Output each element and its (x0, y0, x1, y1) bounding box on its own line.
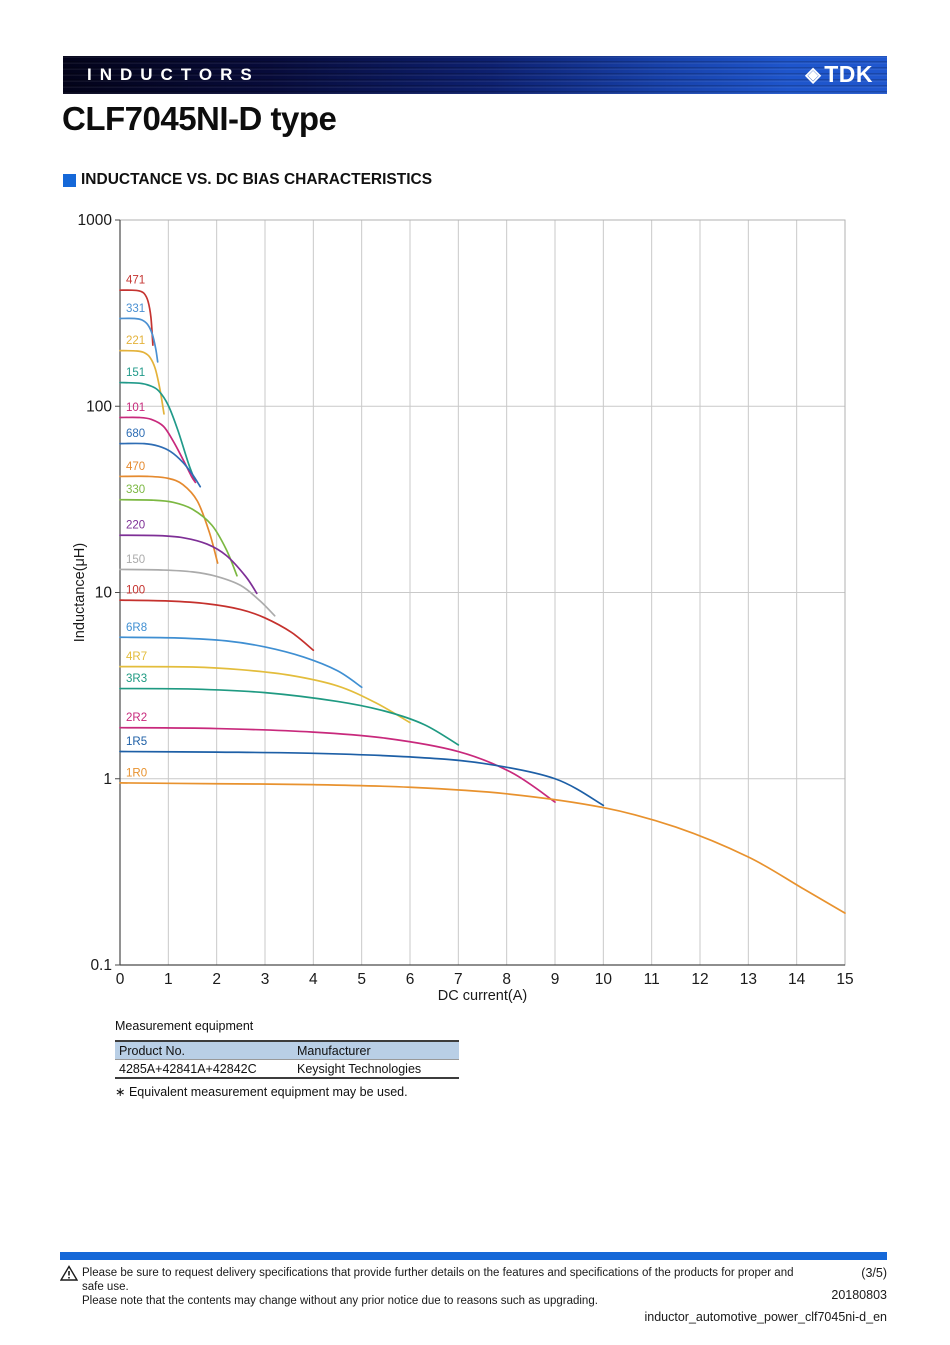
series-150 (119, 568, 276, 617)
series-331 (119, 317, 159, 363)
y-tick-label: 1 (103, 771, 112, 788)
series-330 (119, 498, 238, 577)
header-bar: INDUCTORS ◈ TDK (63, 56, 887, 94)
series-1R5 (119, 750, 605, 807)
series-220 (119, 534, 258, 595)
series-label-6R8: 6R8 (126, 622, 147, 634)
tdk-mark-icon: ◈ (805, 63, 822, 86)
document-date: 20180803 (831, 1288, 887, 1302)
y-tick-label: 10 (95, 585, 113, 602)
document-id: inductor_automotive_power_clf7045ni-d_en (644, 1310, 887, 1324)
series-label-150: 150 (126, 554, 145, 566)
series-label-680: 680 (126, 428, 145, 440)
series-680 (119, 442, 202, 488)
x-tick-label: 7 (454, 971, 463, 988)
y-tick-label: 0.1 (90, 957, 112, 974)
series-6R8 (119, 636, 363, 689)
series-label-220: 220 (126, 520, 145, 532)
warning-triangle-icon (60, 1265, 78, 1281)
series-label-101: 101 (126, 402, 145, 414)
series-label-471: 471 (126, 275, 145, 287)
x-tick-label: 11 (644, 971, 660, 988)
page-title: CLF7045NI-D type (62, 100, 337, 137)
cell-product-no: 4285A+42841A+42842C (115, 1059, 293, 1078)
series-label-470: 470 (126, 461, 145, 473)
x-tick-label: 6 (406, 971, 415, 988)
cell-manufacturer: Keysight Technologies (293, 1059, 459, 1078)
series-label-330: 330 (126, 484, 145, 496)
series-101 (119, 416, 197, 484)
series-2R2 (119, 726, 556, 803)
section-bullet-icon (63, 173, 76, 187)
tdk-logo: ◈ TDK (805, 61, 873, 88)
x-tick-label: 9 (551, 971, 560, 988)
series-label-221: 221 (126, 335, 145, 347)
series-1R0 (119, 782, 846, 914)
column-header-product-no: Product No. (115, 1041, 293, 1060)
series-label-1R0: 1R0 (126, 767, 147, 779)
series-label-3R3: 3R3 (126, 673, 147, 685)
measurement-caption: Measurement equipment (115, 1019, 254, 1033)
y-tick-label: 1000 (78, 212, 113, 229)
series-label-151: 151 (126, 367, 145, 379)
measurement-equipment-block: Measurement equipment Product No. Manufa… (115, 1019, 475, 1099)
measurement-note: ∗ Equivalent measurement equipment may b… (115, 1085, 408, 1099)
x-tick-label: 3 (261, 971, 270, 988)
x-tick-label: 8 (502, 971, 511, 988)
category-title: INDUCTORS (87, 65, 260, 84)
y-axis-title: Inductance(μH) (72, 543, 88, 642)
section-heading: INDUCTANCE VS. DC BIAS CHARACTERISTICS (63, 171, 432, 189)
series-3R3 (119, 687, 460, 746)
x-tick-label: 2 (212, 971, 221, 988)
series-label-331: 331 (126, 303, 145, 315)
series-4R7 (119, 665, 411, 724)
x-tick-label: 12 (691, 971, 708, 988)
series-151 (119, 381, 196, 482)
x-tick-label: 14 (788, 971, 806, 988)
warning-line-2: Please note that the contents may change… (82, 1295, 598, 1307)
x-tick-label: 10 (595, 971, 613, 988)
series-label-1R5: 1R5 (126, 736, 147, 748)
page-indicator: (3/5) (861, 1266, 887, 1280)
x-tick-label: 15 (836, 971, 853, 988)
x-tick-label: 5 (357, 971, 366, 988)
x-tick-label: 4 (309, 971, 318, 988)
section-title: INDUCTANCE VS. DC BIAS CHARACTERISTICS (81, 171, 433, 188)
y-tick-label: 100 (86, 398, 112, 415)
warning-line-1: Please be sure to request delivery speci… (82, 1267, 794, 1293)
series-221 (119, 349, 165, 415)
table-header-row: Product No. Manufacturer (115, 1041, 459, 1060)
table-row: 4285A+42841A+42842C Keysight Technologie… (115, 1059, 459, 1078)
footer-warning-text: Please be sure to request delivery speci… (82, 1266, 802, 1308)
column-header-manufacturer: Manufacturer (293, 1041, 459, 1060)
x-tick-label: 13 (740, 971, 757, 988)
x-tick-label: 1 (164, 971, 173, 988)
series-100 (119, 599, 315, 652)
x-tick-label: 0 (116, 971, 125, 988)
tdk-logo-text: TDK (824, 61, 873, 87)
footer-divider-bar (60, 1252, 887, 1260)
measurement-table: Product No. Manufacturer 4285A+42841A+42… (115, 1040, 459, 1079)
series-label-100: 100 (126, 585, 145, 597)
x-axis-title: DC current(A) (438, 988, 527, 1004)
series-470 (119, 475, 219, 564)
series-label-2R2: 2R2 (126, 712, 147, 724)
series-label-4R7: 4R7 (126, 651, 147, 663)
series-471 (119, 289, 154, 346)
